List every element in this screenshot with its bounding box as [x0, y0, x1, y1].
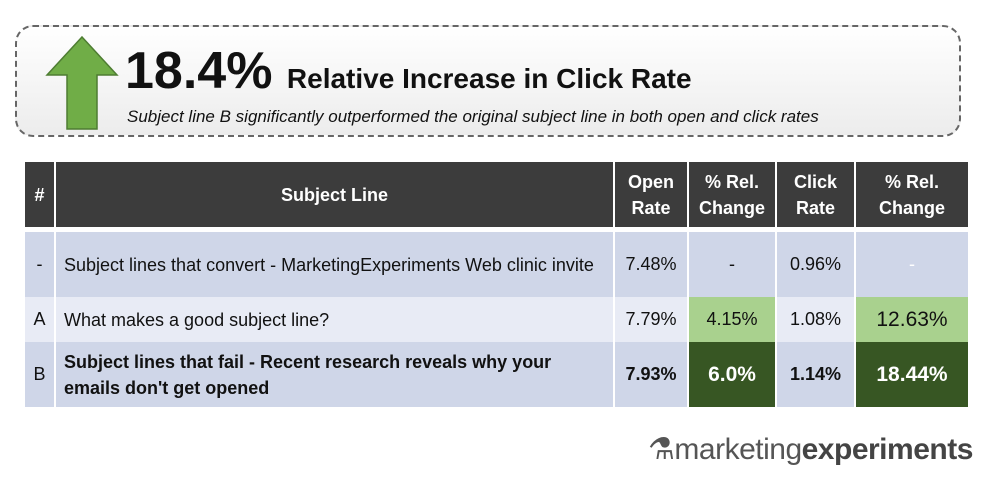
logo: ⚗marketingexperiments [648, 432, 973, 467]
open-change-cell: 4.15% [689, 297, 775, 342]
logo-part2: experiments [801, 433, 974, 466]
headline: 18.4% Relative Increase in Click Rate [125, 41, 692, 101]
subject-cell: Subject lines that convert - MarketingEx… [56, 232, 613, 297]
header-cell: Subject Line [56, 162, 613, 232]
logo-part1: marketing [674, 433, 802, 466]
click-rate-cell: 1.14% [777, 342, 854, 407]
click-change-cell: 18.44% [856, 342, 968, 407]
row-id: B [25, 342, 54, 407]
subject-cell: What makes a good subject line? [56, 297, 613, 342]
results-table: # Subject Line Open Rate % Rel. Change C… [23, 162, 970, 407]
click-rate-cell: 0.96% [777, 232, 854, 297]
row-id: - [25, 232, 54, 297]
table-row: - Subject lines that convert - Marketing… [25, 232, 968, 297]
click-change-cell: 12.63% [856, 297, 968, 342]
microscope-icon: ⚗ [648, 433, 675, 466]
header-cell: % Rel. Change [856, 162, 968, 232]
open-rate-cell: 7.79% [615, 297, 687, 342]
click-rate-cell: 1.08% [777, 297, 854, 342]
headline-text: Relative Increase in Click Rate [286, 63, 692, 94]
header-cell: Click Rate [777, 162, 854, 232]
headline-box: 18.4% Relative Increase in Click Rate Su… [15, 25, 961, 137]
table-row: A What makes a good subject line? 7.79% … [25, 297, 968, 342]
open-change-cell: - [689, 232, 775, 297]
headline-value: 18.4% [125, 42, 273, 100]
open-change-cell: 6.0% [689, 342, 775, 407]
click-change-cell: - [856, 232, 968, 297]
header-cell: # [25, 162, 54, 232]
header-cell: Open Rate [615, 162, 687, 232]
row-id: A [25, 297, 54, 342]
subject-cell: Subject lines that fail - Recent researc… [56, 342, 613, 407]
header-cell: % Rel. Change [689, 162, 775, 232]
up-arrow-icon [45, 35, 119, 130]
open-rate-cell: 7.48% [615, 232, 687, 297]
header-row: # Subject Line Open Rate % Rel. Change C… [25, 162, 968, 232]
open-rate-cell: 7.93% [615, 342, 687, 407]
tagline: Subject line B significantly outperforme… [127, 107, 819, 126]
table-row: B Subject lines that fail - Recent resea… [25, 342, 968, 407]
